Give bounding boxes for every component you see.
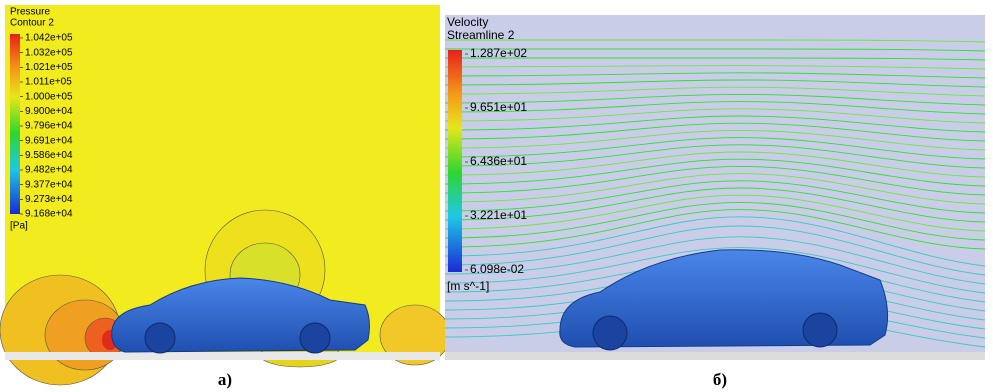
ground (445, 352, 985, 360)
wheel (593, 316, 627, 350)
caption: а) (218, 370, 232, 389)
legend-title: Pressure (10, 7, 50, 18)
legend-label: 9.586e+04 (25, 150, 73, 161)
legend-label: 9.168e+04 (25, 209, 73, 220)
pressure-panel: Pressure Contour 2 1.042e+05 1.032e+05 1.0… (0, 5, 450, 389)
legend-label: 9.796e+04 (25, 121, 73, 132)
legend-label: 6.436e+01 (470, 154, 527, 168)
legend-label: 1.011e+05 (25, 77, 72, 88)
wheel (803, 313, 837, 347)
legend-label: 9.900e+04 (25, 106, 73, 117)
legend-label: 9.377e+04 (25, 179, 73, 190)
legend-label: 1.021e+05 (25, 62, 73, 73)
legend-unit: [m s^-1] (447, 279, 489, 293)
legend-label: 9.273e+04 (25, 194, 73, 205)
legend-subtitle: Contour 2 (10, 18, 54, 29)
legend-label: 3.221e+01 (470, 208, 527, 222)
legend-unit: [Pa] (10, 221, 28, 232)
legend-label: 1.042e+05 (25, 33, 73, 44)
wheel (300, 323, 330, 353)
legend-title: Velocity (447, 15, 488, 29)
caption: б) (713, 370, 727, 389)
ground (5, 352, 440, 360)
legend-label: 9.691e+04 (25, 135, 73, 146)
colorbar (10, 34, 20, 214)
velocity-panel: Velocity Streamline 2 1.287e+02 9.651e+01… (445, 15, 985, 389)
legend-label: 1.287e+02 (470, 46, 527, 60)
colorbar (448, 50, 462, 272)
legend-label: 1.032e+05 (25, 47, 73, 58)
legend-label: 9.651e+01 (470, 100, 527, 114)
figure: Pressure Contour 2 1.042e+05 1.032e+05 1.0… (0, 0, 993, 392)
legend-label: 6.098e-02 (470, 262, 524, 276)
legend-label: 9.482e+04 (25, 165, 73, 176)
wheel (145, 323, 175, 353)
legend-subtitle: Streamline 2 (447, 28, 515, 42)
legend-label: 1.000e+05 (25, 91, 73, 102)
